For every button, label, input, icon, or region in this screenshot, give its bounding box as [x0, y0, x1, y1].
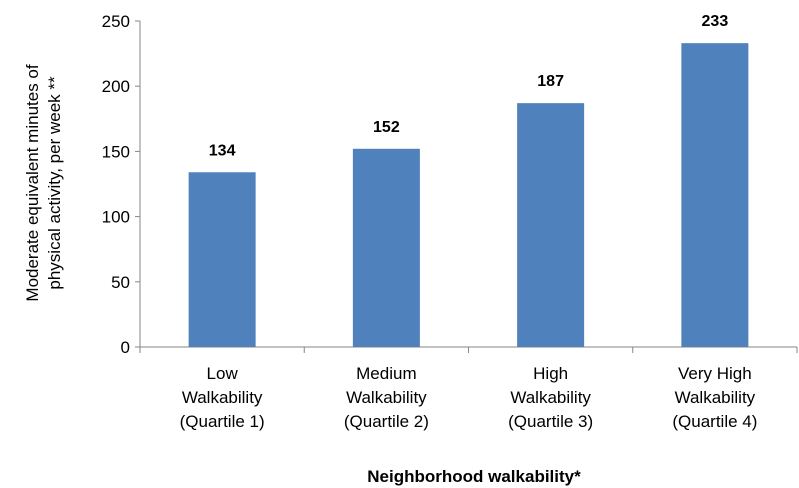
bar	[189, 172, 256, 347]
y-tick-label: 150	[102, 142, 130, 161]
bar-value-label: 187	[537, 73, 564, 90]
x-axis-title: Neighborhood walkability*	[367, 467, 581, 486]
y-axis-title: Moderate equivalent minutes of physical …	[23, 64, 64, 301]
x-category-label: Low Walkability (Quartile 1)	[180, 364, 265, 431]
bar-value-label: 233	[702, 13, 729, 30]
bar	[517, 103, 584, 347]
y-tick-label: 200	[102, 77, 130, 96]
bar-value-label: 152	[373, 119, 400, 136]
bar-value-label: 134	[209, 142, 236, 159]
x-category-label: High Walkability (Quartile 3)	[508, 364, 593, 431]
y-axis-title-line-1: Moderate equivalent minutes of	[23, 64, 42, 301]
y-tick-label: 250	[102, 12, 130, 31]
plot-area: 0 50 100 150 200 250 134 Low Walkability (Quartil…	[102, 12, 797, 431]
bar	[353, 149, 420, 347]
y-tick-label: 100	[102, 208, 130, 227]
y-tick-label: 0	[121, 338, 130, 357]
x-category-label: Medium Walkability (Quartile 2)	[344, 364, 429, 431]
x-category-label: Very High Walkability (Quartile 4)	[672, 364, 757, 431]
y-tick-label: 50	[111, 273, 130, 292]
bar	[681, 43, 748, 347]
y-axis-title-line-2: physical activity, per week **	[45, 76, 64, 290]
